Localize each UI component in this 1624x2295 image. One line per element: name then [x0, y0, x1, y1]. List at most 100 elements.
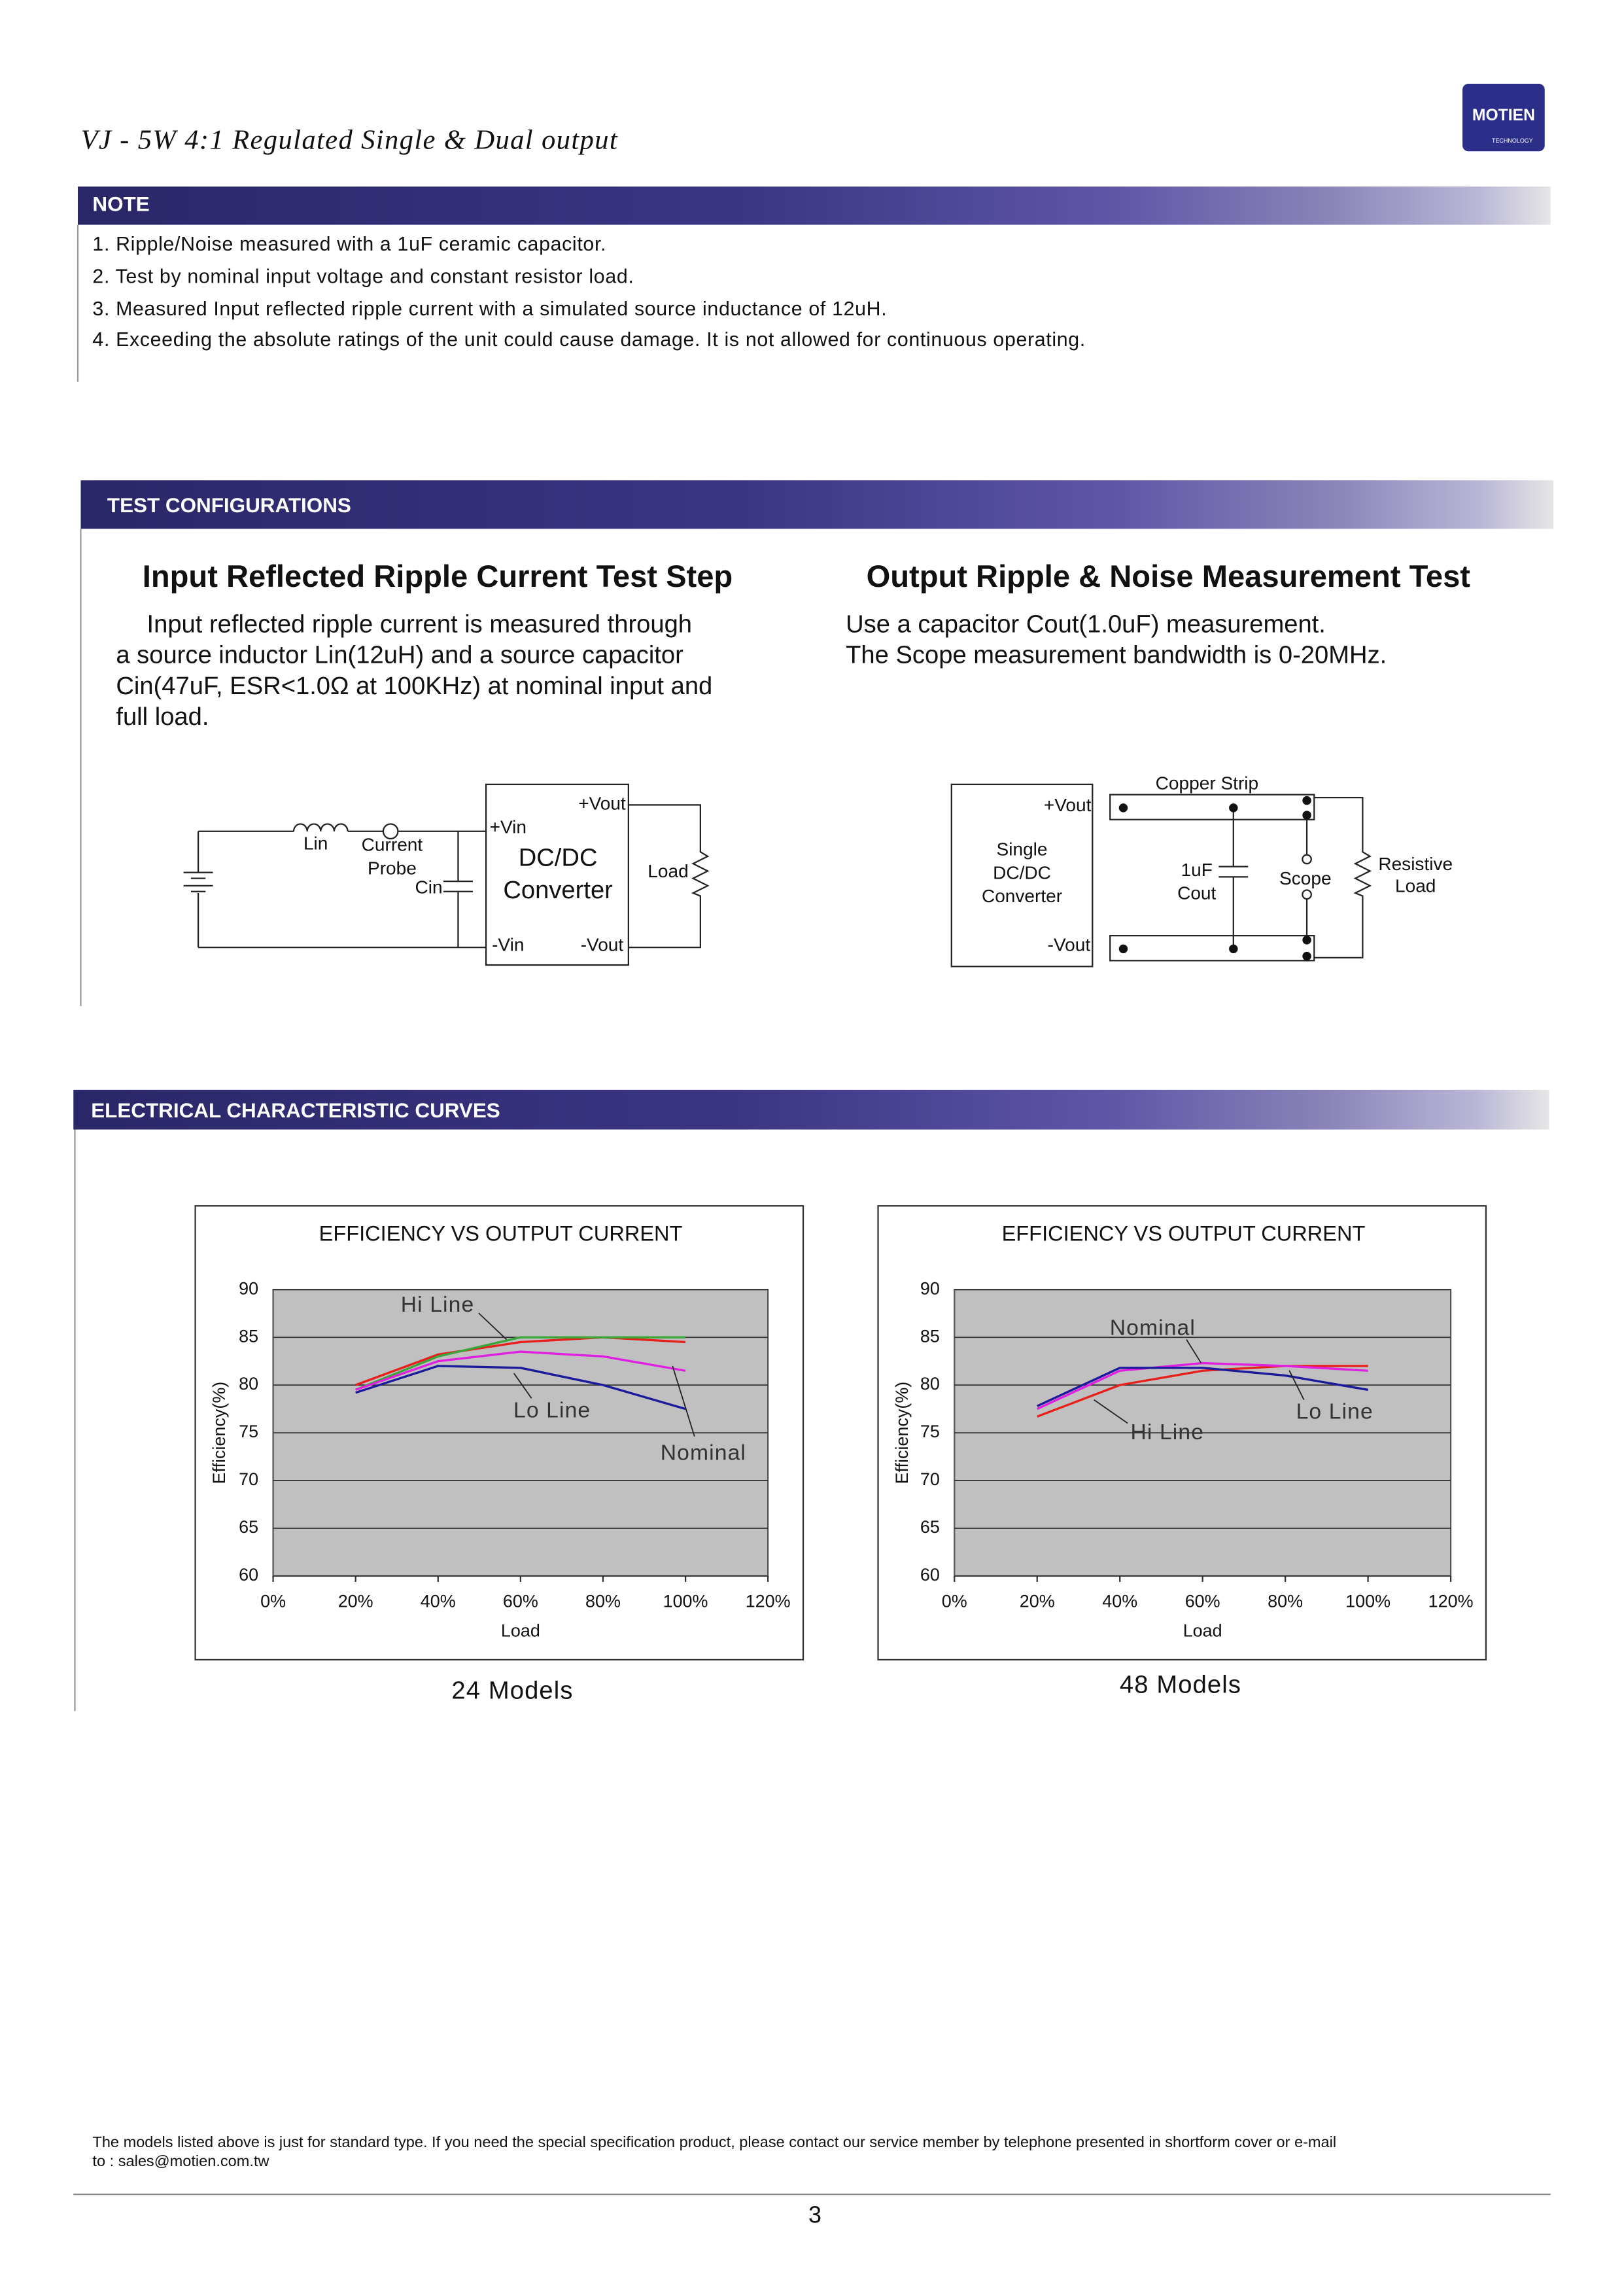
y-tick-label: 75	[239, 1422, 258, 1441]
paragraph-line: Use a capacitor Cout(1.0uF) measurement.	[846, 610, 1326, 639]
annotation-leader	[478, 1312, 508, 1340]
note-item: 4. Exceeding the absolute ratings of the…	[92, 329, 1086, 351]
chart-title: EFFICIENCY VS OUTPUT CURRENT	[1002, 1222, 1366, 1246]
series-annotation: Lo Line	[513, 1398, 591, 1422]
series-line	[355, 1350, 686, 1392]
annotation-leader	[1094, 1399, 1128, 1424]
series-line	[355, 1365, 686, 1410]
footer-text: The models listed above is just for stan…	[92, 2133, 1336, 2150]
y-tick-label: 80	[239, 1374, 258, 1393]
diagram-label: 1uF	[1181, 860, 1213, 880]
x-axis-label: Load	[1183, 1621, 1222, 1640]
chart-title: EFFICIENCY VS OUTPUT CURRENT	[319, 1222, 683, 1246]
annotation-leader	[1288, 1370, 1305, 1400]
x-tick-label: 20%	[1020, 1592, 1055, 1611]
diagram-label: DC/DC	[993, 862, 1051, 883]
x-axis-label: Load	[501, 1621, 540, 1640]
paragraph-line: Input reflected ripple current is measur…	[147, 610, 693, 639]
section-title: TEST CONFIGURATIONS	[107, 494, 351, 517]
y-tick-label: 70	[920, 1469, 940, 1489]
diagram-label: +Vout	[1044, 795, 1092, 815]
note-item: 2. Test by nominal input voltage and con…	[92, 266, 634, 287]
series-annotation: Nominal	[661, 1441, 746, 1465]
series-annotation: Hi Line	[1130, 1420, 1204, 1445]
y-tick-label: 60	[920, 1565, 940, 1585]
note-item: 3. Measured Input reflected ripple curre…	[92, 298, 887, 320]
y-tick-label: 75	[920, 1422, 940, 1441]
page-title: VJ - 5W 4:1 Regulated Single & Dual outp…	[80, 125, 618, 156]
diagram-label: -Vin	[492, 934, 524, 955]
series-line	[355, 1336, 686, 1391]
heading: Input Reflected Ripple Current Test Step	[143, 559, 733, 593]
x-tick-label: 100%	[663, 1592, 708, 1611]
x-tick-label: 100%	[1345, 1592, 1391, 1611]
y-axis-label: Efficiency(%)	[892, 1382, 912, 1484]
y-axis-label: Efficiency(%)	[209, 1382, 229, 1484]
diagram-label: Load	[1395, 875, 1436, 896]
x-tick-label: 0%	[260, 1592, 286, 1611]
x-tick-label: 40%	[1102, 1592, 1137, 1611]
diagram-label: Load	[648, 861, 688, 881]
series-annotation: Nominal	[1110, 1316, 1196, 1340]
circuit-diagram	[183, 783, 710, 966]
diagram-label: Converter	[982, 886, 1062, 906]
diagram-label: Cin	[415, 877, 443, 898]
y-tick-label: 80	[920, 1374, 940, 1393]
x-tick-label: 60%	[1185, 1592, 1220, 1611]
diagram-label: Lin	[303, 833, 328, 853]
diagram-label: Converter	[503, 876, 613, 904]
paragraph-line: The Scope measurement bandwidth is 0-20M…	[846, 641, 1387, 669]
diagram-label: Copper Strip	[1156, 773, 1258, 793]
heading: Output Ripple & Noise Measurement Test	[867, 559, 1471, 593]
y-tick-label: 60	[239, 1565, 258, 1585]
paragraph-line: Cin(47uF, ESR<1.0Ω at 100KHz) at nominal…	[116, 672, 712, 700]
section-bar	[73, 1089, 1549, 1130]
diagram-label: Single	[997, 839, 1048, 859]
annotation-leader	[1186, 1339, 1202, 1363]
diagram-label: Cout	[1177, 883, 1216, 903]
logo-sub: TECHNOLOGY	[1492, 137, 1533, 144]
section-bar	[80, 480, 1554, 529]
paragraph-line: full load.	[116, 703, 209, 731]
y-tick-label: 65	[920, 1517, 940, 1537]
y-tick-label: 70	[239, 1469, 258, 1489]
section-title: NOTE	[92, 193, 149, 216]
x-tick-label: 60%	[503, 1592, 538, 1611]
x-tick-label: 0%	[942, 1592, 967, 1611]
section-bar	[77, 186, 1551, 225]
y-tick-label: 90	[920, 1278, 940, 1298]
diagram-label: DC/DC	[519, 843, 598, 871]
series-line	[1037, 1361, 1368, 1410]
circuit-diagram	[950, 783, 1372, 968]
diagram-label: Scope	[1279, 868, 1332, 888]
x-tick-label: 80%	[585, 1592, 621, 1611]
diagram-label: +Vout	[578, 794, 626, 814]
series-annotation: Lo Line	[1296, 1400, 1373, 1424]
x-tick-label: 120%	[1428, 1592, 1474, 1611]
y-tick-label: 85	[239, 1326, 258, 1346]
y-tick-label: 85	[920, 1326, 940, 1346]
diagram-label: +Vin	[490, 817, 527, 837]
y-tick-label: 90	[239, 1278, 258, 1298]
page-number: 3	[808, 2201, 821, 2228]
y-tick-label: 65	[239, 1517, 258, 1537]
annotation-leader	[513, 1373, 532, 1399]
chart-caption: 24 Models	[451, 1676, 573, 1704]
series-annotation: Hi Line	[401, 1293, 475, 1317]
logo-text: MOTIEN	[1472, 107, 1535, 124]
annotation-leader	[672, 1365, 695, 1437]
series-line	[1037, 1365, 1368, 1418]
x-tick-label: 120%	[746, 1592, 791, 1611]
x-tick-label: 80%	[1268, 1592, 1303, 1611]
diagram-label: -Vout	[581, 934, 624, 955]
diagram-label: Current	[362, 835, 423, 855]
diagram-label: Resistive	[1378, 854, 1453, 874]
x-tick-label: 20%	[338, 1592, 373, 1611]
footer-text: to : sales@motien.com.tw	[92, 2152, 269, 2169]
chart-caption: 48 Models	[1120, 1670, 1241, 1698]
series-line	[355, 1336, 686, 1386]
diagram-label: -Vout	[1048, 934, 1091, 955]
x-tick-label: 40%	[421, 1592, 456, 1611]
